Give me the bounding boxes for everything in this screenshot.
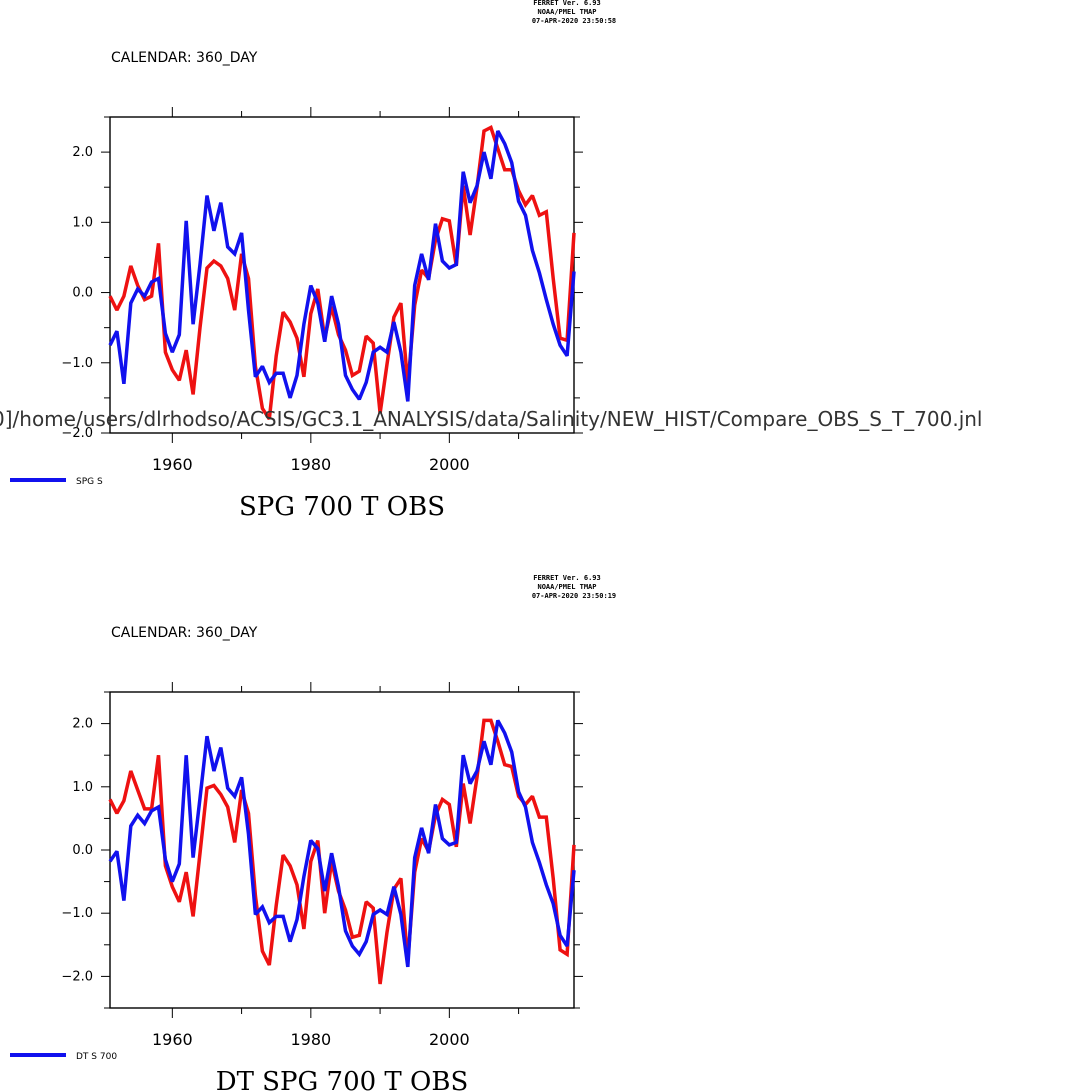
panel-bottom: FERRET Ver. 6.93 NOAA/PMEL TMAP 07-APR-2…	[10, 574, 616, 1092]
y-tick-label: 1.0	[72, 215, 93, 230]
y-tick-label: 2.0	[72, 145, 93, 160]
y-tick-label: −1.0	[61, 906, 93, 921]
ferret-version-text: FERRET Ver. 6.93	[533, 574, 600, 582]
x-tick-label: 2000	[429, 455, 470, 474]
series-lines	[108, 718, 576, 985]
x-tick-label: 1960	[152, 1030, 193, 1049]
x-tick-label: 1960	[152, 455, 193, 474]
legend-label: SPG S	[76, 477, 103, 487]
series-line-blue	[108, 130, 576, 402]
x-tick-label: 1980	[290, 455, 331, 474]
y-tick-label: −2.0	[61, 969, 93, 984]
y-axis: −2.0 −1.0 0.0 1.0 2.0	[61, 691, 583, 1009]
chart-title: SPG 700 T OBS	[239, 492, 445, 522]
chart-title: DT SPG 700 T OBS	[216, 1067, 469, 1092]
y-axis: −2.0 −1.0 0.0 1.0 2.0	[61, 116, 583, 441]
y-tick-label: −1.0	[61, 356, 93, 371]
y-tick-label: −2.0	[61, 426, 93, 441]
x-axis: 1960 1980 2000	[152, 682, 520, 1049]
series-lines	[108, 125, 576, 420]
series-line-blue	[108, 719, 576, 968]
y-tick-label: 1.0	[72, 780, 93, 795]
plot-timestamp: 07-APR-2020 23:50:58	[532, 17, 616, 25]
legend-label: DT S 700	[76, 1052, 117, 1062]
noaa-pmel-text: NOAA/PMEL TMAP	[537, 8, 596, 16]
ferret-version-text: FERRET Ver. 6.93	[533, 0, 600, 7]
x-axis: 1960 1980 2000	[152, 107, 520, 474]
calendar-label: CALENDAR: 360_DAY	[111, 50, 258, 66]
calendar-label: CALENDAR: 360_DAY	[111, 625, 258, 641]
series-line-red	[108, 125, 576, 420]
journal-path-text: 0]/home/users/dlrhodso/ACSIS/GC3.1_ANALY…	[0, 407, 982, 431]
noaa-pmel-text: NOAA/PMEL TMAP	[537, 583, 596, 591]
panel-top: FERRET Ver. 6.93 NOAA/PMEL TMAP 07-APR-2…	[0, 0, 982, 522]
plot-timestamp: 07-APR-2020 23:50:19	[532, 592, 616, 600]
y-tick-label: 0.0	[72, 843, 93, 858]
x-tick-label: 2000	[429, 1030, 470, 1049]
x-tick-label: 1980	[290, 1030, 331, 1049]
y-tick-label: 0.0	[72, 286, 93, 301]
y-tick-label: 2.0	[72, 717, 93, 732]
